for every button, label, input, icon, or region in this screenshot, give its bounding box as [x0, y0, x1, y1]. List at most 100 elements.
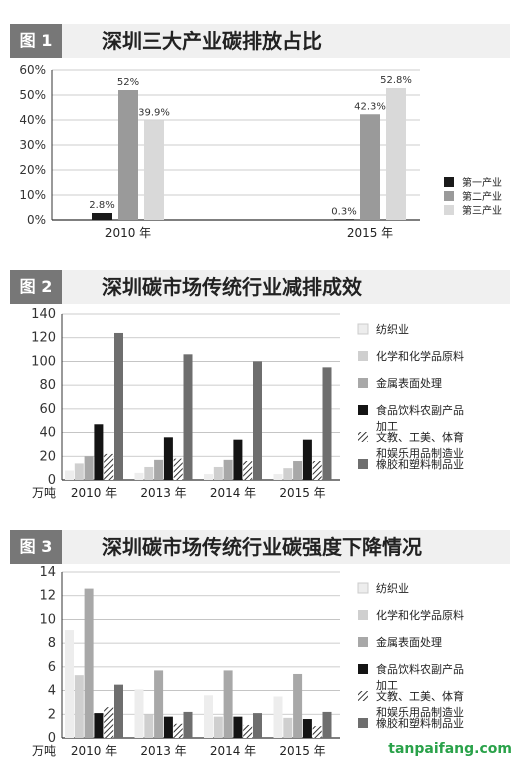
bar	[283, 717, 293, 738]
legend-label: 金属表面处理	[376, 376, 442, 390]
x-category-label: 2010 年	[71, 486, 117, 500]
y-tick-label: 0	[48, 731, 56, 746]
y-tick-label: 40	[39, 426, 56, 441]
bar	[386, 88, 406, 220]
figure-2-title-bar: 图 2 深圳碳市场传统行业减排成效	[10, 270, 510, 304]
bar	[283, 468, 293, 480]
bar	[233, 716, 243, 738]
unit-label: 万吨	[32, 744, 56, 758]
legend-swatch	[357, 323, 369, 335]
legend-label: 加工	[376, 420, 398, 433]
bar	[204, 474, 213, 480]
figure-1: 图 1 深圳三大产业碳排放占比 0% 10% 20% 30% 40% 50% 60% 2.8%…	[0, 0, 520, 250]
y-tick-label: 40%	[19, 113, 46, 127]
bar	[65, 470, 74, 480]
figure-2-number: 图 2	[10, 270, 62, 304]
y-tick-label: 50%	[19, 88, 46, 102]
figure-1-title: 深圳三大产业碳排放占比	[102, 29, 322, 53]
data-label: 39.9%	[138, 107, 170, 118]
bar	[312, 726, 322, 738]
legend-label: 金属表面处理	[376, 635, 442, 649]
bar	[253, 361, 262, 480]
y-tick-label: 100	[31, 354, 56, 369]
legend-label: 食品饮料农副产品	[376, 403, 464, 417]
figure-2: 图 2 深圳碳市场传统行业减排成效 0 20 40 60 80 100 120 140 2010…	[10, 270, 510, 500]
legend-swatch	[358, 459, 368, 469]
bar	[144, 466, 154, 480]
bar	[104, 453, 114, 480]
legend-label: 橡胶和塑料制品业	[376, 457, 464, 471]
x-category-label: 2013 年	[140, 744, 186, 758]
legend-label: 纺织业	[376, 322, 409, 336]
figure-2-title: 深圳碳市场传统行业减排成效	[102, 275, 362, 299]
legend-label: 文教、工美、体育	[376, 430, 464, 444]
y-tick-label: 8	[48, 636, 56, 651]
legend-label: 和娱乐用品制造业	[376, 446, 464, 460]
bar	[163, 716, 173, 738]
x-category-label: 2010 年	[71, 744, 117, 758]
bar	[183, 354, 193, 480]
legend-swatch	[444, 205, 454, 215]
bar	[144, 120, 164, 220]
y-tick-label: 120	[31, 331, 56, 346]
legend-swatch	[444, 191, 454, 201]
bar	[322, 367, 332, 480]
bar	[163, 437, 173, 480]
bar	[134, 689, 144, 738]
bar	[114, 332, 123, 480]
bar	[302, 439, 312, 480]
unit-label: 万吨	[32, 486, 56, 500]
bar	[92, 213, 112, 220]
bar	[84, 588, 94, 738]
legend-label: 食品饮料农副产品	[376, 662, 464, 676]
bar	[233, 439, 243, 480]
legend-swatch	[358, 691, 368, 701]
bar	[173, 723, 183, 738]
legend-swatch	[357, 582, 369, 594]
bar	[94, 424, 104, 480]
bar	[84, 456, 94, 480]
legend-swatch	[444, 177, 454, 187]
chart-2-svg: 0 20 40 60 80 100 120 140 2010 年 2013 年 2014 年 2015…	[31, 307, 464, 500]
data-label: 2.8%	[89, 200, 114, 211]
bar	[213, 466, 223, 480]
y-tick-label: 10	[39, 612, 56, 627]
figure-3-number: 图 3	[10, 530, 62, 564]
y-tick-label: 20%	[19, 163, 46, 177]
bar	[118, 90, 138, 220]
legend-label: 第三产业	[462, 204, 502, 217]
y-tick-label: 6	[48, 660, 56, 675]
y-tick-label: 0	[48, 473, 56, 488]
bar	[273, 474, 283, 480]
legend-swatch	[358, 718, 368, 728]
data-label: 52%	[117, 77, 139, 88]
bar	[223, 670, 233, 738]
x-category-label: 2013 年	[140, 486, 186, 500]
x-category-label: 2015 年	[279, 486, 325, 500]
x-category-label: 2015 年	[279, 744, 325, 758]
chart-1-svg: 0% 10% 20% 30% 40% 50% 60% 2.8% 52% 39.9% 2010 年 0.…	[19, 63, 502, 240]
legend-swatch	[358, 664, 368, 674]
figure-3-title-bar: 图 3 深圳碳市场传统行业碳强度下降情况	[10, 530, 510, 564]
watermark-text: tanpaifang.com	[388, 741, 512, 757]
legend-label: 和娱乐用品制造业	[376, 705, 464, 719]
legend-label: 化学和化学品原料	[376, 349, 464, 363]
bar	[253, 713, 262, 738]
legend-label: 化学和化学品原料	[376, 608, 464, 622]
bar	[114, 684, 123, 738]
bar	[322, 711, 332, 738]
y-tick-label: 2	[48, 707, 56, 722]
bar	[302, 719, 312, 738]
bar	[223, 459, 233, 480]
y-tick-label: 20	[39, 449, 56, 464]
legend-swatch	[358, 405, 368, 415]
figure-1-number: 图 1	[10, 24, 62, 58]
bar	[104, 707, 114, 738]
bar	[74, 675, 84, 738]
y-tick-label: 14	[39, 565, 56, 580]
y-tick-label: 140	[31, 307, 56, 322]
bar	[213, 716, 223, 738]
bar	[293, 461, 303, 480]
y-tick-label: 10%	[19, 188, 46, 202]
